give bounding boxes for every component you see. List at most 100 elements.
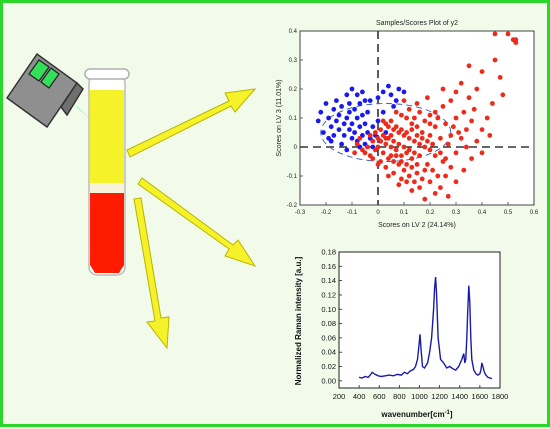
- scatter-point-blue: [341, 133, 347, 138]
- arrow-down: [133, 197, 170, 350]
- scatter-point-red: [443, 121, 448, 127]
- scatter-point-red: [448, 133, 454, 138]
- scatter-point-red: [393, 124, 399, 130]
- scatter-point-red: [417, 153, 422, 159]
- scatter-point-red: [430, 167, 435, 173]
- spectrum-line: [358, 277, 493, 380]
- scatter-point-red: [412, 179, 417, 185]
- scatter-point-blue: [357, 101, 363, 106]
- scatter-point-red: [453, 179, 459, 185]
- scatter-point-red: [391, 138, 396, 144]
- scatter-point-red: [492, 57, 498, 63]
- scatter-point-blue: [360, 112, 365, 118]
- laser-band-2: [40, 67, 60, 89]
- scatter-point-red: [432, 191, 438, 196]
- scatter-point-red: [380, 118, 386, 124]
- scatter-point-red: [453, 150, 459, 156]
- scatter-point-red: [367, 133, 373, 138]
- scatter-point-red: [386, 124, 391, 130]
- scatter-point-red: [445, 193, 451, 199]
- scatter-point-red: [419, 130, 425, 135]
- scatter-point-red: [461, 109, 467, 115]
- scatter-point-red: [422, 167, 428, 173]
- scatter-point-red: [393, 147, 399, 153]
- scatter-point-red: [505, 31, 511, 37]
- scatter-point-red: [406, 135, 412, 141]
- scatter-point-blue: [331, 133, 337, 138]
- scatter-point-red: [438, 150, 443, 156]
- laser-beam: [73, 103, 93, 121]
- scatter-point-blue: [360, 89, 365, 95]
- scatter-point-red: [391, 170, 396, 176]
- spectrum-y-tick-label: 0.02: [321, 362, 336, 371]
- scatter-point-red: [474, 86, 480, 92]
- scatter-point-red: [417, 109, 422, 115]
- laser-band: [28, 59, 50, 82]
- scatter-point-blue: [375, 118, 381, 124]
- spectrum-y-tick-label: 0.00: [321, 376, 336, 385]
- scatter-x-tick-label: -0.1: [347, 210, 358, 216]
- scatter-point-red: [438, 185, 443, 191]
- scatter-point-red: [409, 127, 415, 132]
- scatter-x-tick-label: 0.4: [478, 210, 487, 216]
- scatter-point-red: [357, 135, 363, 141]
- scatter-point-red: [422, 196, 428, 202]
- yellow-arrow-icon: [126, 88, 257, 350]
- scatter-point-blue: [362, 121, 368, 127]
- spectrum-x-tick-label: 200: [333, 392, 346, 401]
- scatter-point-red: [427, 147, 433, 153]
- scatter-point-red: [375, 135, 381, 141]
- scatter-point-red: [427, 112, 433, 118]
- scatter-x-tick-label: 0: [376, 210, 380, 216]
- scatter-point-red: [370, 138, 376, 144]
- scatter-point-red: [414, 124, 420, 130]
- scatter-point-red: [409, 164, 415, 170]
- scatter-point-red: [409, 156, 415, 162]
- test-tube-icon: [84, 68, 130, 276]
- scatter-point-red: [378, 127, 383, 132]
- scatter-point-blue: [344, 115, 350, 121]
- scatter-point-blue: [365, 109, 370, 115]
- scatter-plot-area: [299, 30, 535, 206]
- scatter-point-blue: [326, 115, 331, 121]
- scatter-point-blue: [328, 124, 334, 130]
- scatter-y-tick-label: 0.2: [289, 87, 298, 93]
- scatter-point-blue: [323, 101, 329, 106]
- scatter-point-red: [443, 173, 448, 179]
- scatter-point-blue: [401, 89, 407, 95]
- scatter-point-red: [430, 141, 435, 147]
- scatter-point-blue: [315, 118, 321, 124]
- scatter-point-blue: [362, 98, 368, 103]
- scatter-point-red: [427, 179, 433, 185]
- scatter-point-red: [453, 89, 459, 95]
- scatter-point-red: [388, 144, 394, 150]
- scatter-point-red: [487, 133, 493, 138]
- scatter-title: Samples/Scores Plot of y2: [376, 20, 458, 27]
- scatter-point-blue: [375, 95, 381, 101]
- scatter-point-red: [440, 104, 446, 109]
- scatter-point-red: [435, 173, 441, 179]
- scatter-point-red: [409, 121, 415, 127]
- tube-red-layer: [90, 193, 124, 273]
- laser-head-icon: [5, 52, 93, 129]
- scatter-point-red: [497, 75, 503, 80]
- scatter-point-red: [399, 127, 404, 132]
- scatter-point-blue: [336, 112, 342, 118]
- scatter-point-red: [401, 167, 407, 173]
- scatter-x-tick-label: -0.2: [321, 210, 332, 216]
- scatter-point-blue: [367, 98, 373, 103]
- scatter-point-red: [399, 112, 404, 118]
- scatter-point-red: [414, 162, 420, 167]
- scatter-point-blue: [380, 89, 386, 95]
- scatter-point-blue: [352, 106, 357, 112]
- scatter-point-blue: [347, 109, 352, 115]
- spectrum-x-tick-label: 800: [393, 392, 406, 401]
- tube-interface: [90, 183, 124, 193]
- scatter-x-tick-label: 0.6: [530, 210, 539, 216]
- scatter-y-tick-label: -0.2: [287, 203, 298, 209]
- scatter-point-red: [412, 138, 417, 144]
- spectrum-x-tick-label: 1000: [411, 392, 428, 401]
- scatter-point-blue: [386, 83, 391, 89]
- scatter-point-blue: [354, 115, 360, 121]
- scatter-x-tick-label: 0.5: [504, 210, 513, 216]
